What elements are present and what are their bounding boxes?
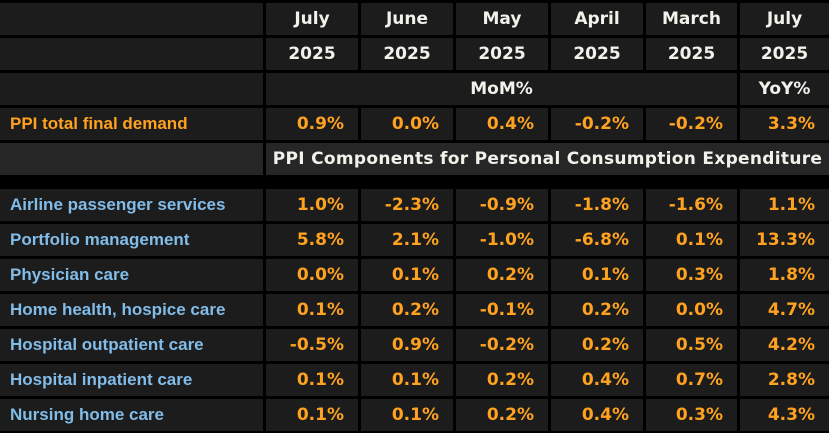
table-row: Airline passenger services 1.0% -2.3% -0.9%…	[0, 189, 829, 221]
row-label: Airline passenger services	[0, 189, 263, 221]
cell-value: 2.1%	[361, 224, 453, 256]
section-header-title: PPI Components for Personal Consumption …	[266, 143, 829, 175]
column-header-year: 2025	[361, 38, 453, 70]
cell-value: 0.9%	[266, 108, 358, 140]
cell-value: -0.2%	[551, 108, 643, 140]
corner-cell	[0, 3, 263, 35]
cell-value: 0.4%	[456, 108, 548, 140]
column-header-year: 2025	[456, 38, 548, 70]
row-label: Portfolio management	[0, 224, 263, 256]
cell-value: 0.0%	[646, 294, 737, 326]
cell-value: 0.4%	[551, 399, 643, 431]
corner-cell	[0, 38, 263, 70]
table-row: Physician care 0.0% 0.1% 0.2% 0.1% 0.3% 1.8%	[0, 259, 829, 291]
cell-value: 0.5%	[646, 329, 737, 361]
cell-value: 0.1%	[266, 364, 358, 396]
cell-value: 3.3%	[740, 108, 829, 140]
row-label: PPI total final demand	[0, 108, 263, 140]
table-row: Portfolio management 5.8% 2.1% -1.0% -6.8% 0.…	[0, 224, 829, 256]
cell-value: 0.2%	[551, 294, 643, 326]
row-label: Home health, hospice care	[0, 294, 263, 326]
table-row: Home health, hospice care 0.1% 0.2% -0.1% 0.…	[0, 294, 829, 326]
cell-value: -2.3%	[361, 189, 453, 221]
cell-value: -0.2%	[456, 329, 548, 361]
yoy-percent-header: YoY%	[740, 73, 829, 105]
cell-value: -6.8%	[551, 224, 643, 256]
row-label: Nursing home care	[0, 399, 263, 431]
section-header-row: PPI Components for Personal Consumption …	[0, 143, 829, 175]
column-header-year: 2025	[740, 38, 829, 70]
table-row: Nursing home care 0.1% 0.1% 0.2% 0.4% 0.3% 4.3…	[0, 399, 829, 431]
cell-value: 0.2%	[456, 364, 548, 396]
cell-value: 0.4%	[551, 364, 643, 396]
row-label: Hospital outpatient care	[0, 329, 263, 361]
row-label: Physician care	[0, 259, 263, 291]
column-header-month: May	[456, 3, 548, 35]
row-label: Hospital inpatient care	[0, 364, 263, 396]
column-header-month: July	[740, 3, 829, 35]
cell-value: 5.8%	[266, 224, 358, 256]
cell-value: 1.0%	[266, 189, 358, 221]
cell-value: -0.1%	[456, 294, 548, 326]
column-header-year: 2025	[266, 38, 358, 70]
cell-value: 0.0%	[361, 108, 453, 140]
cell-value: 0.1%	[361, 364, 453, 396]
cell-value: 0.9%	[361, 329, 453, 361]
table-row: Hospital outpatient care -0.5% 0.9% -0.2% 0.…	[0, 329, 829, 361]
cell-value: 0.2%	[551, 329, 643, 361]
cell-value: 0.1%	[646, 224, 737, 256]
cell-value: 4.2%	[740, 329, 829, 361]
header-row-months: July June May April March July	[0, 3, 829, 35]
cell-value: 1.1%	[740, 189, 829, 221]
cell-value: 0.2%	[361, 294, 453, 326]
column-header-month: July	[266, 3, 358, 35]
cell-value: -1.6%	[646, 189, 737, 221]
cell-value: 1.8%	[740, 259, 829, 291]
header-row-measures: MoM% YoY%	[0, 73, 829, 105]
column-header-year: 2025	[551, 38, 643, 70]
cell-value: -0.9%	[456, 189, 548, 221]
cell-value: 4.7%	[740, 294, 829, 326]
cell-value: 0.1%	[361, 259, 453, 291]
cell-value: 0.2%	[456, 399, 548, 431]
header-row-years: 2025 2025 2025 2025 2025 2025	[0, 38, 829, 70]
cell-value: 2.8%	[740, 364, 829, 396]
corner-cell	[0, 73, 263, 105]
cell-value: 0.3%	[646, 259, 737, 291]
cell-value: 0.2%	[456, 259, 548, 291]
cell-value: 13.3%	[740, 224, 829, 256]
section-corner-cell	[0, 143, 263, 175]
table-row: Hospital inpatient care 0.1% 0.1% 0.2% 0.4% 0…	[0, 364, 829, 396]
row-ppi-total-final-demand: PPI total final demand 0.9% 0.0% 0.4% -0.2% -…	[0, 108, 829, 140]
cell-value: 0.1%	[361, 399, 453, 431]
column-header-month: March	[646, 3, 737, 35]
cell-value: -0.5%	[266, 329, 358, 361]
cell-value: 0.0%	[266, 259, 358, 291]
column-header-month: April	[551, 3, 643, 35]
cell-value: -1.8%	[551, 189, 643, 221]
cell-value: 0.1%	[266, 294, 358, 326]
column-header-year: 2025	[646, 38, 737, 70]
cell-value: 0.1%	[551, 259, 643, 291]
cell-value: 0.7%	[646, 364, 737, 396]
column-header-month: June	[361, 3, 453, 35]
cell-value: -1.0%	[456, 224, 548, 256]
cell-value: 4.3%	[740, 399, 829, 431]
cell-value: 0.3%	[646, 399, 737, 431]
mom-percent-header: MoM%	[266, 73, 737, 105]
cell-value: -0.2%	[646, 108, 737, 140]
cell-value: 0.1%	[266, 399, 358, 431]
